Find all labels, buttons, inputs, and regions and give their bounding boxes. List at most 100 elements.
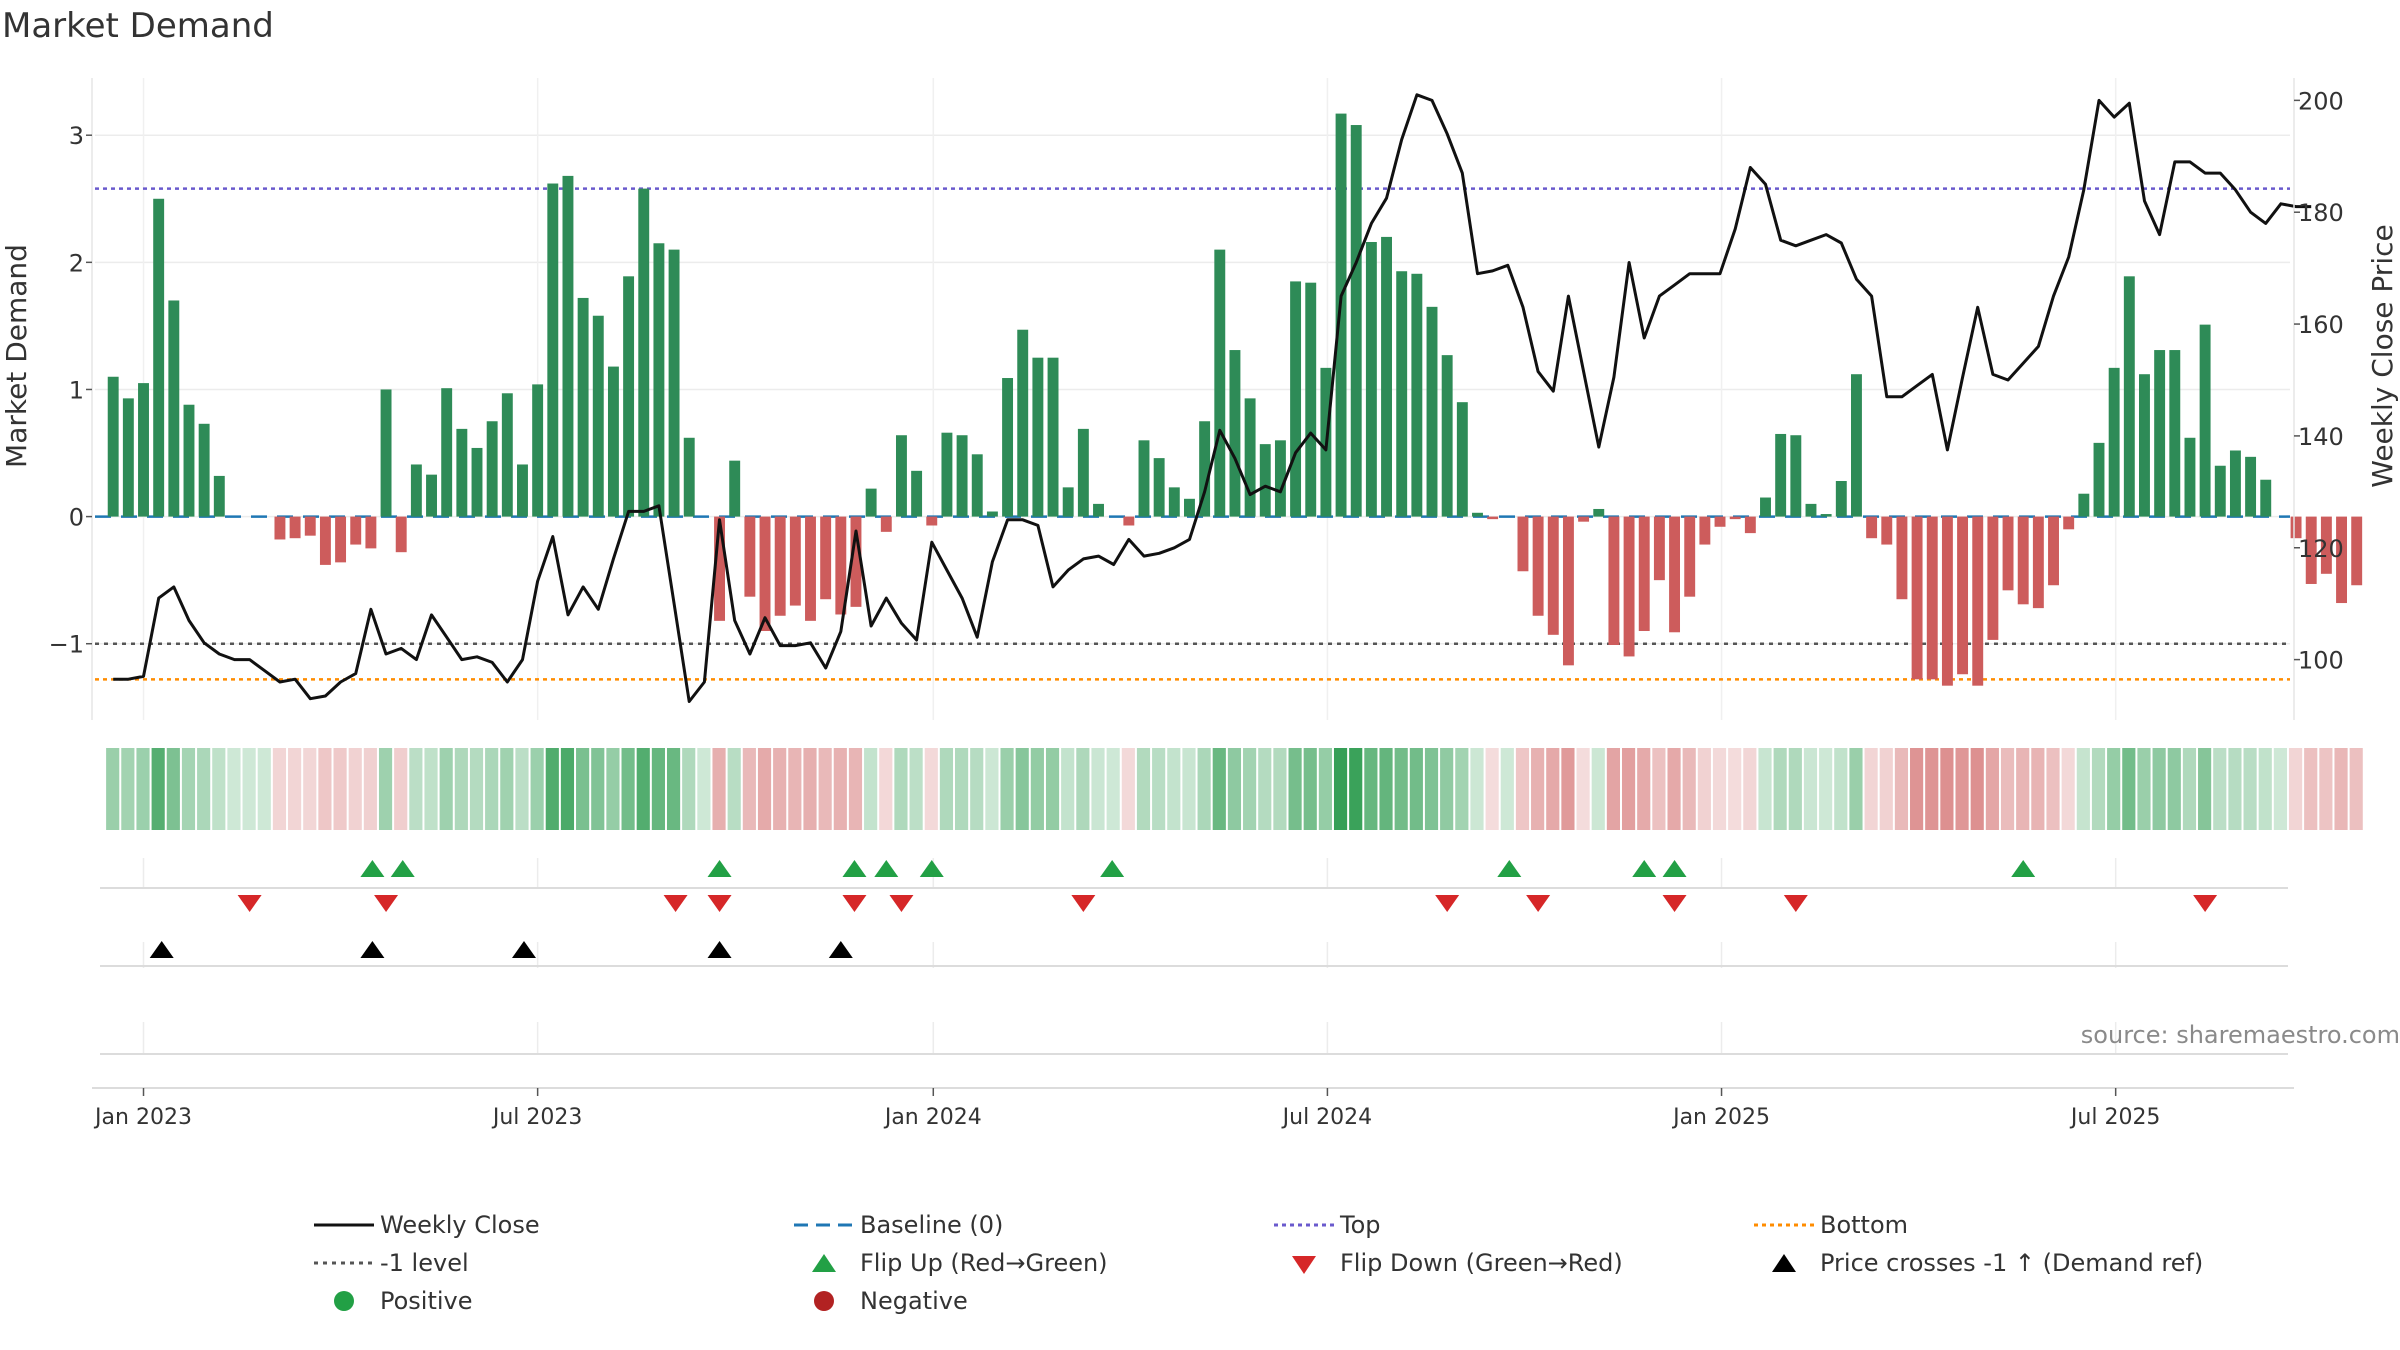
bar-positive [941, 432, 953, 517]
bar-negative [365, 516, 377, 549]
heat-strip-cell [1076, 748, 1090, 830]
legend-label: Negative [860, 1287, 968, 1315]
heat-strip-cell [439, 748, 453, 830]
y2-tick-label: 100 [2298, 647, 2344, 675]
heat-strip-cell [2319, 748, 2333, 830]
flip-up-marker [707, 860, 732, 877]
bar-positive [2245, 456, 2257, 517]
bar-positive [486, 421, 498, 517]
heat-strip-cell [2152, 748, 2166, 830]
heat-strip-cell [560, 748, 575, 830]
heat-strip-cell [2258, 748, 2272, 830]
bar-positive [1062, 487, 1074, 517]
heat-strip-cell [1819, 748, 1833, 830]
bar-positive [1199, 421, 1211, 517]
heat-strip-cell [500, 748, 514, 830]
bar-negative [1987, 516, 1999, 640]
bar-negative [350, 516, 362, 545]
heat-strip-cell [2273, 748, 2287, 830]
event-markers [92, 860, 2294, 1089]
heat-strip-cell [363, 748, 377, 830]
heat-strip-cell [727, 748, 741, 830]
bar-positive [1456, 402, 1468, 517]
heat-strip-cell [1227, 748, 1242, 830]
bar-negative [1608, 516, 1620, 645]
heat-strip-cell [394, 748, 408, 830]
bar-negative [805, 516, 816, 621]
flip-up-marker [390, 860, 415, 877]
heat-strip-cell [288, 748, 302, 830]
bar-negative [1653, 516, 1665, 581]
bar-negative [850, 516, 862, 607]
heat-strip-cell [1561, 748, 1575, 830]
heat-strip-cell [106, 748, 120, 830]
bar-negative [335, 516, 347, 563]
heat-strip-cell [2137, 748, 2151, 830]
circle-icon [790, 1286, 860, 1316]
heat-strip-cell [1182, 748, 1196, 830]
legend-symbol-dotted-line [1270, 1210, 1340, 1240]
bar-positive [1290, 281, 1302, 517]
flip-down-marker [1783, 895, 1808, 912]
heat-strip-cell [666, 748, 681, 830]
heat-strip-cell [2016, 748, 2030, 830]
bar-positive [1153, 458, 1165, 517]
heat-strip-cell [1197, 748, 1211, 830]
bar-negative [820, 516, 832, 600]
heat-strip-cell [1879, 748, 1893, 830]
bar-positive [1593, 508, 1605, 517]
flip-down-marker [1662, 895, 1687, 912]
flip-up-marker [1497, 860, 1522, 877]
heat-strip-cell [1000, 748, 1014, 830]
bar-positive [592, 315, 604, 517]
y-axis-label: Market Demand [0, 244, 33, 468]
bar-negative [1881, 516, 1893, 545]
heat-strip-cell [242, 748, 256, 830]
flip-up-marker [2011, 860, 2036, 877]
heat-strip-cell [591, 748, 605, 830]
bar-positive [213, 475, 225, 517]
bar-positive [2123, 276, 2135, 517]
heat-strip-cell [1030, 748, 1044, 830]
heat-strip-cell [894, 748, 908, 830]
legend-label: Positive [380, 1287, 473, 1315]
heat-strip-cell [833, 748, 847, 830]
flip-up-marker [919, 860, 944, 877]
bar-positive [168, 300, 180, 517]
heat-strip-cell [2243, 748, 2257, 830]
legend-label: -1 level [380, 1249, 469, 1277]
bar-positive [426, 474, 437, 517]
bar-negative [744, 516, 756, 597]
heat-strip-cell [1455, 748, 1469, 830]
heat-strip-cell [1394, 748, 1408, 830]
bar-positive [562, 175, 574, 517]
heat-strip-cell [2000, 748, 2015, 830]
bar-positive [2184, 437, 2196, 517]
y2-axis-label: Weekly Close Price [2366, 224, 2399, 487]
heat-strip-cell [1303, 748, 1317, 830]
heat-strip-cell [879, 748, 893, 830]
bar-negative [2002, 516, 2014, 591]
heat-strip-cell [1849, 748, 1863, 830]
bar-positive [1168, 487, 1180, 517]
flip-down-marker [707, 895, 732, 912]
heat-strip-cell [2107, 748, 2121, 830]
heat-strip-cell [1637, 748, 1651, 830]
heat-strip-cell [1515, 748, 1530, 830]
bar-positive [1002, 378, 1014, 517]
bar-positive [2078, 493, 2090, 517]
heat-strip-cell [1697, 748, 1711, 830]
bar-positive [532, 384, 544, 517]
heat-strip-cell [1121, 748, 1135, 830]
heat-strip-cell [1803, 748, 1818, 830]
bar-positive [441, 388, 453, 517]
bar-negative [304, 516, 316, 536]
bar-positive [1411, 273, 1423, 517]
bar-positive [1441, 355, 1453, 517]
y2-tick-label: 180 [2298, 199, 2344, 227]
bar-negative [2320, 516, 2332, 574]
heat-strip-cell [1349, 748, 1363, 830]
heat-strip-cell [939, 748, 954, 830]
bar-positive [623, 276, 635, 517]
